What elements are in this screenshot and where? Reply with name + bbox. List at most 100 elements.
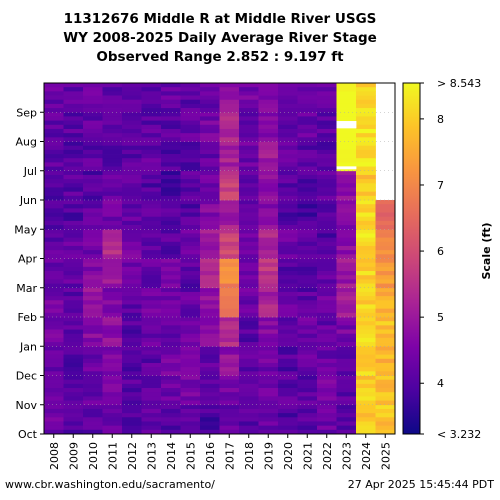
heatmap-strip	[161, 296, 181, 301]
x-tick-label: 2018	[243, 442, 256, 470]
heatmap-strip	[375, 358, 395, 364]
heatmap-strip	[375, 287, 395, 293]
heatmap-strip	[258, 429, 279, 434]
heatmap-strip	[102, 408, 123, 414]
heatmap-strip	[356, 413, 376, 418]
heatmap-strip	[200, 392, 220, 397]
heatmap-strip	[336, 187, 357, 193]
heatmap-strip	[200, 250, 220, 255]
heatmap-strip	[356, 241, 376, 247]
heatmap-strip	[141, 329, 162, 335]
heatmap-strip	[258, 275, 279, 280]
heatmap-strip	[44, 325, 64, 330]
heatmap-strip	[278, 342, 298, 347]
heatmap-strip	[258, 145, 279, 151]
heatmap-strip	[336, 258, 357, 264]
heatmap-strip	[317, 112, 337, 117]
heatmap-strip	[219, 425, 240, 431]
heatmap-strip	[180, 404, 201, 410]
heatmap-strip	[375, 208, 395, 213]
heatmap-strip	[122, 400, 142, 406]
heatmap-strip	[239, 413, 259, 418]
heatmap-strip	[44, 208, 64, 213]
heatmap-strip	[239, 291, 259, 297]
heatmap-strip	[180, 283, 201, 289]
heatmap-cell	[356, 83, 376, 113]
heatmap-strip	[258, 404, 279, 410]
heatmap-strip	[63, 83, 84, 88]
heatmap-strip	[336, 141, 357, 147]
heatmap-strip	[83, 304, 103, 310]
heatmap-strip	[141, 158, 162, 163]
heatmap-strip	[239, 195, 259, 201]
heatmap-strip	[278, 158, 298, 163]
heatmap-strip	[239, 208, 259, 213]
heatmap-strip	[375, 279, 395, 284]
y-tick-label: Oct	[18, 428, 38, 441]
heatmap-strip	[44, 254, 64, 259]
heatmap-strip	[180, 312, 201, 318]
heatmap-strip	[239, 354, 259, 360]
heatmap-cell	[122, 317, 142, 347]
heatmap-strip	[44, 225, 64, 230]
heatmap-cell	[122, 170, 142, 201]
heatmap-strip	[356, 195, 376, 201]
heatmap-strip	[44, 383, 64, 389]
heatmap-strip	[336, 103, 357, 109]
heatmap-strip	[317, 300, 337, 305]
heatmap-strip	[161, 245, 181, 251]
heatmap-strip	[180, 145, 201, 151]
heatmap-strip	[161, 258, 181, 264]
heatmap-cell	[356, 141, 376, 172]
heatmap-strip	[44, 262, 64, 268]
heatmap-strip	[317, 342, 337, 347]
heatmap-strip	[239, 425, 259, 431]
heatmap-cell	[161, 141, 181, 172]
heatmap-strip	[356, 158, 376, 163]
heatmap-strip	[83, 112, 103, 117]
heatmap-strip	[141, 187, 162, 193]
heatmap-strip	[200, 325, 220, 330]
heatmap-strip	[258, 300, 279, 305]
heatmap-strip	[44, 229, 64, 234]
heatmap-strip	[122, 166, 142, 172]
heatmap-strip	[356, 425, 376, 431]
heatmap-strip	[83, 287, 103, 293]
heatmap-strip	[122, 241, 142, 247]
heatmap-strip	[141, 317, 162, 322]
heatmap-strip	[44, 170, 64, 176]
heatmap-strip	[161, 191, 181, 197]
heatmap-strip	[239, 170, 259, 176]
heatmap-cell	[336, 83, 357, 113]
colorbar	[402, 82, 421, 435]
heatmap-strip	[375, 396, 395, 401]
heatmap-strip	[161, 174, 181, 180]
heatmap-strip	[141, 220, 162, 226]
heatmap-strip	[180, 279, 201, 284]
heatmap-strip	[258, 271, 279, 276]
heatmap-strip	[258, 187, 279, 193]
heatmap-strip	[356, 154, 376, 159]
heatmap-strip	[219, 383, 240, 389]
heatmap-strip	[278, 250, 298, 255]
heatmap-strip	[122, 287, 142, 293]
heatmap-strip	[258, 362, 279, 368]
heatmap-strip	[258, 329, 279, 335]
heatmap-strip	[83, 408, 103, 414]
heatmap-strip	[356, 128, 376, 134]
heatmap-strip	[122, 279, 142, 284]
heatmap-strip	[375, 220, 395, 226]
heatmap-strip	[317, 308, 337, 314]
heatmap-strip	[375, 254, 395, 259]
heatmap-strip	[356, 367, 376, 372]
heatmap-strip	[161, 133, 181, 138]
heatmap-strip	[336, 283, 357, 289]
heatmap-strip	[297, 83, 318, 88]
heatmap-cell	[83, 83, 103, 113]
heatmap-strip	[44, 275, 64, 280]
heatmap-strip	[297, 408, 318, 414]
heatmap-strip	[375, 392, 395, 397]
heatmap-strip	[375, 271, 395, 276]
heatmap-strip	[161, 162, 181, 167]
